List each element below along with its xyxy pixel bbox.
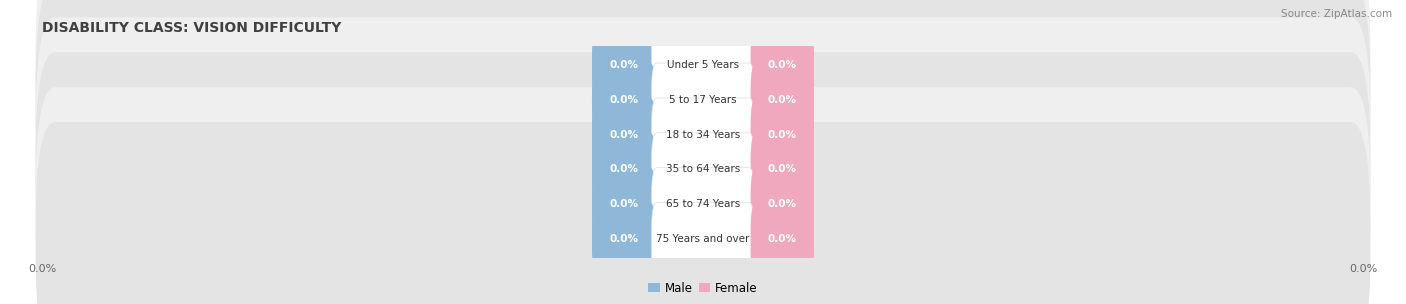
FancyBboxPatch shape	[592, 28, 655, 102]
Text: 0.0%: 0.0%	[609, 95, 638, 105]
FancyBboxPatch shape	[592, 63, 655, 136]
Text: 0.0%: 0.0%	[609, 234, 638, 244]
FancyBboxPatch shape	[35, 52, 1371, 287]
Text: 35 to 64 Years: 35 to 64 Years	[666, 164, 740, 174]
FancyBboxPatch shape	[651, 133, 755, 206]
FancyBboxPatch shape	[35, 17, 1371, 252]
Text: 0.0%: 0.0%	[768, 164, 797, 174]
Text: 0.0%: 0.0%	[768, 199, 797, 209]
Text: 65 to 74 Years: 65 to 74 Years	[666, 199, 740, 209]
FancyBboxPatch shape	[651, 202, 755, 276]
FancyBboxPatch shape	[751, 98, 814, 171]
FancyBboxPatch shape	[651, 168, 755, 241]
Text: DISABILITY CLASS: VISION DIFFICULTY: DISABILITY CLASS: VISION DIFFICULTY	[42, 21, 342, 35]
FancyBboxPatch shape	[35, 122, 1371, 304]
Text: 0.0%: 0.0%	[768, 130, 797, 140]
FancyBboxPatch shape	[592, 202, 655, 276]
FancyBboxPatch shape	[751, 202, 814, 276]
FancyBboxPatch shape	[651, 63, 755, 136]
Text: 0.0%: 0.0%	[768, 60, 797, 70]
Text: 5 to 17 Years: 5 to 17 Years	[669, 95, 737, 105]
FancyBboxPatch shape	[751, 63, 814, 136]
Text: Source: ZipAtlas.com: Source: ZipAtlas.com	[1281, 9, 1392, 19]
FancyBboxPatch shape	[751, 133, 814, 206]
Text: 0.0%: 0.0%	[768, 95, 797, 105]
Text: 18 to 34 Years: 18 to 34 Years	[666, 130, 740, 140]
Text: 0.0%: 0.0%	[609, 164, 638, 174]
FancyBboxPatch shape	[35, 87, 1371, 304]
FancyBboxPatch shape	[592, 133, 655, 206]
Text: Under 5 Years: Under 5 Years	[666, 60, 740, 70]
Text: 0.0%: 0.0%	[609, 199, 638, 209]
FancyBboxPatch shape	[592, 98, 655, 171]
FancyBboxPatch shape	[592, 168, 655, 241]
Legend: Male, Female: Male, Female	[644, 277, 762, 299]
FancyBboxPatch shape	[651, 98, 755, 171]
FancyBboxPatch shape	[751, 28, 814, 102]
FancyBboxPatch shape	[751, 168, 814, 241]
FancyBboxPatch shape	[651, 28, 755, 102]
FancyBboxPatch shape	[35, 0, 1371, 182]
FancyBboxPatch shape	[35, 0, 1371, 217]
Text: 75 Years and over: 75 Years and over	[657, 234, 749, 244]
Text: 0.0%: 0.0%	[609, 130, 638, 140]
Text: 0.0%: 0.0%	[768, 234, 797, 244]
Text: 0.0%: 0.0%	[609, 60, 638, 70]
